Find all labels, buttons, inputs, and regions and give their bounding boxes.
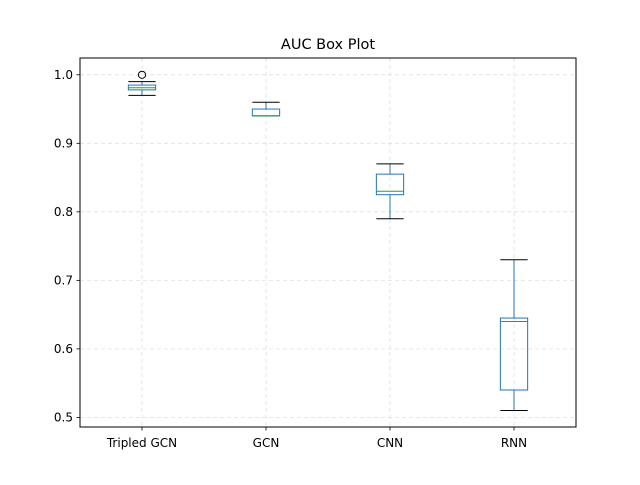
- y-tick-label: 0.6: [54, 342, 73, 356]
- x-tick-label: RNN: [501, 436, 527, 450]
- axes: 0.5 0.6 0.7 0.8 0.9 1.0 Tripled GCN GCN CNN RNN: [54, 68, 527, 450]
- box-group: [127, 70, 157, 96]
- x-tick-label: GCN: [253, 436, 280, 450]
- y-tick-label: 0.8: [54, 205, 73, 219]
- grid-lines: [80, 58, 576, 427]
- y-tick-label: 0.5: [54, 411, 73, 425]
- y-tick-label: 0.7: [54, 274, 73, 288]
- x-tick-label: Tripled GCN: [106, 436, 177, 450]
- box-group: [375, 163, 405, 220]
- plot-area-frame: [79, 57, 577, 428]
- box-plot-boxes: [127, 70, 529, 412]
- box-iqr: [499, 317, 529, 391]
- chart-title: AUC Box Plot: [281, 37, 375, 53]
- outlier-point: [137, 70, 147, 79]
- box-iqr: [375, 173, 405, 196]
- box-group: [251, 101, 281, 117]
- y-tick-label: 1.0: [54, 68, 73, 82]
- y-tick-label: 0.9: [54, 137, 73, 151]
- box-group: [499, 259, 529, 412]
- x-tick-label: CNN: [377, 436, 403, 450]
